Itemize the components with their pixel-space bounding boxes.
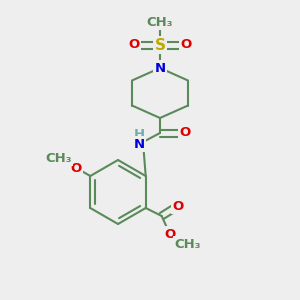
Text: CH₃: CH₃ (175, 238, 201, 250)
Text: N: N (154, 61, 166, 74)
Text: O: O (179, 127, 191, 140)
Text: CH₃: CH₃ (147, 16, 173, 28)
Text: O: O (164, 227, 175, 241)
Text: CH₃: CH₃ (45, 152, 71, 164)
Text: O: O (71, 161, 82, 175)
Text: O: O (180, 38, 192, 52)
Text: H: H (134, 128, 145, 140)
Text: S: S (154, 38, 166, 52)
Text: O: O (128, 38, 140, 52)
Text: N: N (134, 137, 145, 151)
Text: O: O (172, 200, 183, 212)
